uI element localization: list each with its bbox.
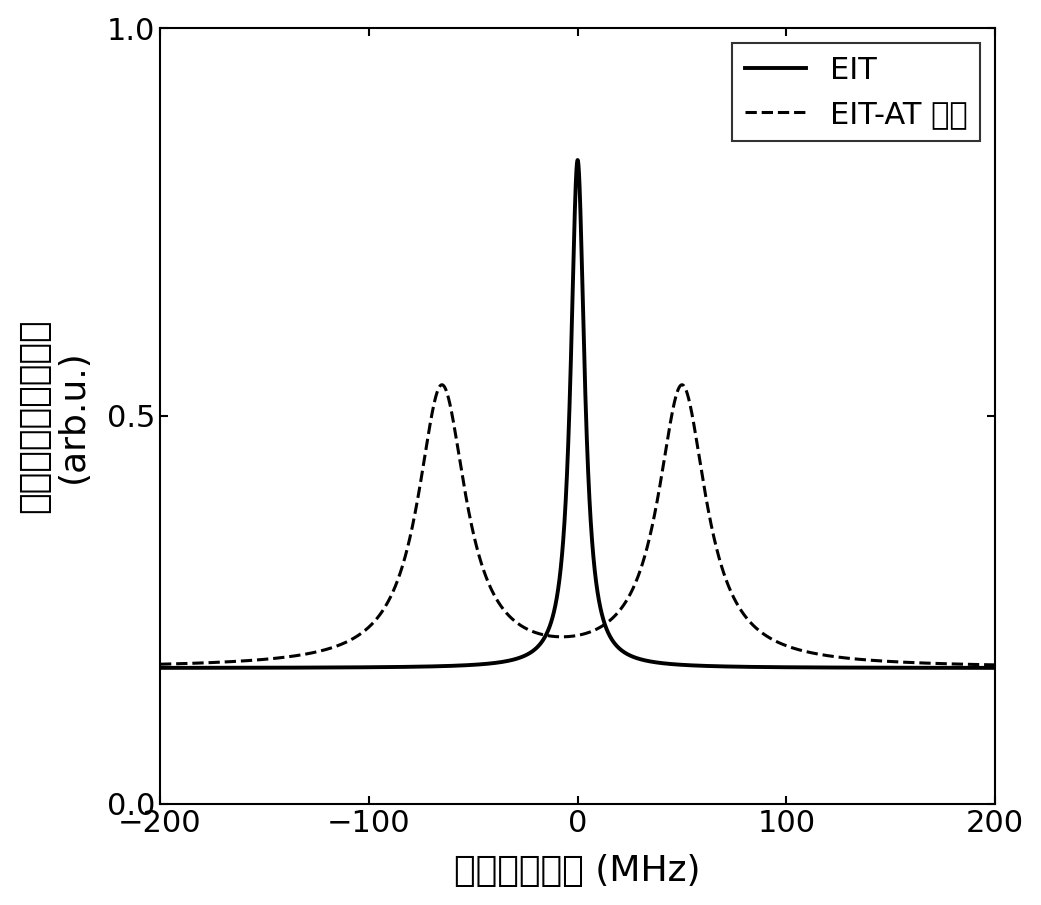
EIT-AT 分裂	[318, 644, 330, 655]
EIT-AT 分裂	[562, 631, 575, 642]
EIT	[204, 662, 217, 673]
EIT	[157, 662, 170, 673]
Line: EIT: EIT	[160, 160, 995, 668]
EIT-AT 分裂	[154, 659, 167, 670]
EIT	[188, 662, 201, 673]
EIT-AT 分裂	[157, 659, 170, 670]
Line: EIT-AT 分裂: EIT-AT 分裂	[160, 385, 995, 665]
EIT	[562, 436, 575, 447]
X-axis label: 耦合激光失谐 (MHz): 耦合激光失谐 (MHz)	[454, 854, 701, 889]
EIT	[945, 662, 958, 673]
EIT-AT 分裂	[945, 659, 958, 670]
EIT-AT 分裂	[204, 657, 217, 668]
EIT-AT 分裂	[676, 379, 688, 390]
EIT	[989, 662, 1001, 673]
Legend: EIT, EIT-AT 分裂: EIT, EIT-AT 分裂	[733, 43, 980, 141]
EIT	[572, 155, 584, 166]
EIT-AT 分裂	[188, 658, 201, 669]
Y-axis label: 探测激光透射谱强度
(arb.u.): 探测激光透射谱强度 (arb.u.)	[17, 319, 91, 513]
EIT	[154, 662, 167, 673]
EIT	[318, 662, 330, 673]
EIT-AT 分裂	[989, 660, 1001, 671]
